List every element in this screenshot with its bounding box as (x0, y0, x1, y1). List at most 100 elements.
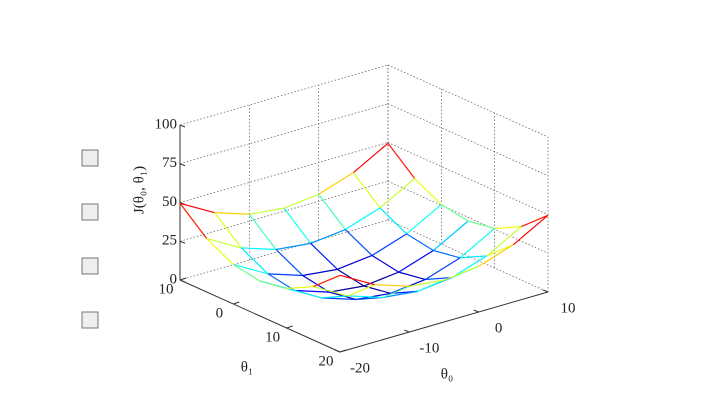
surface-edge (352, 172, 381, 209)
surface-edge (494, 225, 522, 230)
surface-edge (432, 220, 469, 251)
surface-edge (318, 193, 346, 230)
x-axis-label: θ₀ (441, 366, 453, 382)
surface-edge (286, 287, 322, 299)
checkbox[interactable] (81, 149, 99, 167)
surface-edge (433, 249, 461, 259)
surface-edge (443, 265, 479, 281)
surface-edge (248, 213, 277, 250)
surface-edge (382, 285, 410, 299)
tick-mark (473, 309, 479, 313)
surface-edge (241, 247, 277, 251)
tick-mark (179, 279, 186, 283)
surface-edge (302, 268, 338, 277)
tick-mark (233, 301, 240, 305)
surface-edge (371, 233, 407, 256)
surface-edge (441, 203, 469, 222)
surface-edge (179, 202, 215, 214)
surface-edge (406, 204, 442, 235)
checkbox[interactable] (81, 203, 99, 221)
x-axis (339, 291, 549, 353)
grid-line (179, 219, 389, 281)
checkbox-list (81, 149, 99, 329)
surface-edge (406, 233, 434, 252)
surface-edge (214, 212, 242, 249)
surface-edge (417, 279, 445, 292)
grid-line (387, 64, 549, 138)
surface-edge (347, 295, 383, 299)
z-tick-label: 50 (162, 194, 177, 210)
tick-mark (179, 240, 186, 244)
surface-edge (321, 297, 357, 301)
surface-edge (233, 263, 269, 275)
grid-line (179, 103, 389, 165)
tick-mark (404, 329, 410, 333)
tick-mark (286, 325, 293, 329)
surface-edge (206, 238, 234, 265)
z-tick-label: 75 (162, 155, 177, 171)
surface-edge (345, 207, 381, 231)
surface-edge (451, 255, 487, 279)
grid-line (179, 180, 389, 242)
surface-edge (347, 284, 375, 297)
y-axis-label: θ₁ (241, 359, 253, 375)
surface-edge (459, 255, 487, 259)
surface-edge (379, 178, 416, 209)
x-tick-label: -20 (350, 360, 370, 376)
tick-mark (334, 349, 341, 353)
tick-mark (542, 289, 549, 293)
surface-edge (240, 247, 269, 275)
z-tick-label: 100 (155, 116, 178, 132)
z-tick-label: 0 (170, 271, 178, 287)
grid-line (387, 219, 549, 293)
tick-mark (339, 349, 347, 353)
surface-edge (337, 254, 373, 270)
checkbox[interactable] (81, 311, 99, 329)
surface-edge (267, 273, 303, 277)
y-axis (179, 279, 341, 353)
surface-edge (486, 244, 514, 257)
surface-edge (259, 280, 287, 290)
surface-edge (283, 207, 312, 244)
surface-edge (363, 271, 399, 287)
x-tick-label: 10 (561, 300, 576, 316)
surface-edge (286, 285, 314, 290)
surface-edge (329, 285, 365, 293)
surface-edge (179, 202, 208, 239)
surface-edge (310, 242, 338, 270)
x-tick-label: -10 (419, 340, 439, 356)
surface-edge (387, 142, 416, 179)
surface-edge (478, 244, 514, 267)
surface-edge (352, 142, 389, 174)
tick-mark (179, 163, 186, 167)
tick-mark (179, 277, 187, 281)
surface-edge (283, 193, 319, 209)
grid-line (179, 142, 389, 203)
surface-edge (310, 228, 346, 244)
surface-edge (467, 220, 495, 230)
y-tick-label: 20 (319, 353, 334, 369)
surface-edge (313, 274, 341, 288)
x-tick-label: 0 (495, 320, 503, 336)
surface-edge (414, 178, 442, 205)
surface-edge (486, 226, 522, 257)
surface-edge (275, 249, 304, 276)
y-tick-label: 10 (265, 329, 280, 345)
grid-line (179, 64, 389, 126)
grid-line (387, 180, 549, 254)
surface-edge (371, 254, 399, 273)
surface-edge (233, 263, 261, 282)
grid-line (387, 103, 549, 177)
surface-edge (398, 271, 426, 281)
surface-edge (294, 289, 330, 293)
surface-edge (344, 229, 373, 256)
z-tick-label: 25 (162, 233, 177, 249)
grid-line (387, 142, 549, 215)
surface-edge (379, 207, 408, 235)
surface-edge (409, 279, 445, 287)
surface-edge (313, 285, 349, 297)
surface-edge (512, 214, 549, 246)
surface-edge (206, 237, 242, 249)
checkbox[interactable] (81, 257, 99, 275)
